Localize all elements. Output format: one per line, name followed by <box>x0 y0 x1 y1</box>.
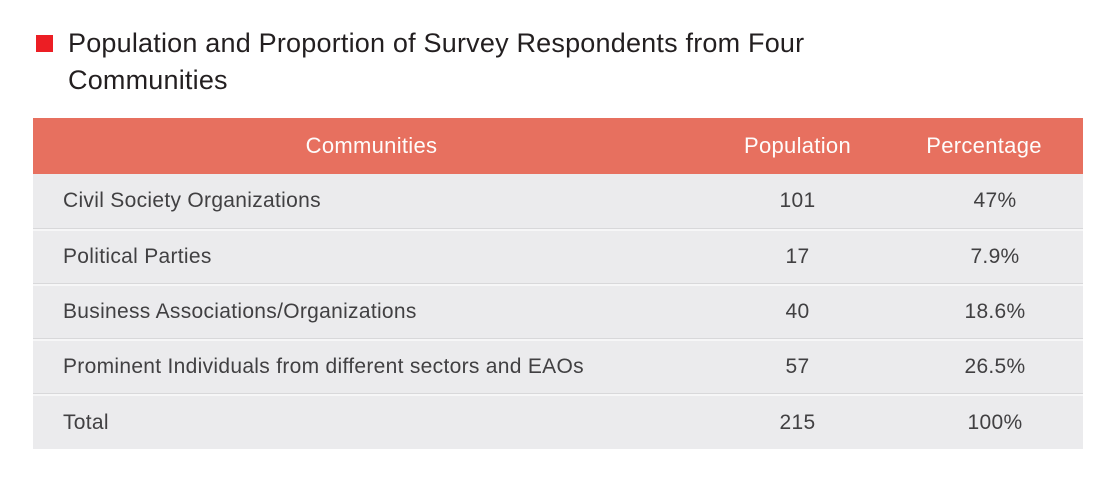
survey-respondents-table: Communities Population Percentage Civil … <box>33 118 1083 449</box>
total-population-cell: 215 <box>710 394 885 449</box>
total-row: Total 215 100% <box>33 394 1083 449</box>
percentage-cell: 7.9% <box>885 229 1083 284</box>
red-square-bullet-icon <box>36 35 53 52</box>
page-title: Population and Proportion of Survey Resp… <box>68 28 805 95</box>
community-cell: Political Parties <box>33 229 710 284</box>
table-row: Business Associations/Organizations 40 1… <box>33 284 1083 339</box>
table-header-row: Communities Population Percentage <box>33 118 1083 174</box>
table-row: Political Parties 17 7.9% <box>33 229 1083 284</box>
community-cell: Civil Society Organizations <box>33 174 710 229</box>
percentage-cell: 26.5% <box>885 339 1083 394</box>
total-percentage-cell: 100% <box>885 394 1083 449</box>
column-header-population: Population <box>710 118 885 174</box>
title-row: Population and Proportion of Survey Resp… <box>36 25 1070 99</box>
community-cell: Prominent Individuals from different sec… <box>33 339 710 394</box>
population-cell: 57 <box>710 339 885 394</box>
table-row: Civil Society Organizations 101 47% <box>33 174 1083 229</box>
total-label-cell: Total <box>33 394 710 449</box>
population-cell: 101 <box>710 174 885 229</box>
column-header-percentage: Percentage <box>885 118 1083 174</box>
population-cell: 40 <box>710 284 885 339</box>
table-row: Prominent Individuals from different sec… <box>33 339 1083 394</box>
percentage-cell: 18.6% <box>885 284 1083 339</box>
community-cell: Business Associations/Organizations <box>33 284 710 339</box>
percentage-cell: 47% <box>885 174 1083 229</box>
column-header-communities: Communities <box>33 118 710 174</box>
population-cell: 17 <box>710 229 885 284</box>
